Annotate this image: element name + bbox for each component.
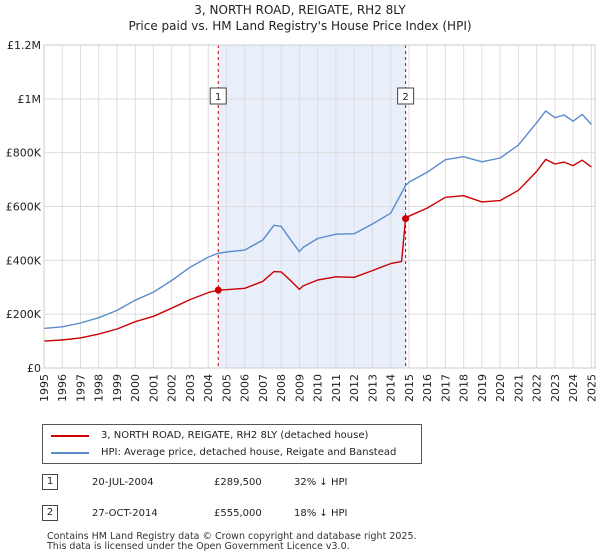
y-tick-label: £800K bbox=[6, 147, 42, 160]
x-tick-label: 2006 bbox=[239, 374, 252, 402]
y-tick-label: £1M bbox=[18, 93, 42, 106]
x-tick-label: 2010 bbox=[312, 374, 325, 402]
sale-point bbox=[214, 286, 222, 294]
sale-annotation-box bbox=[397, 87, 415, 105]
y-tick-label: £600K bbox=[6, 201, 42, 214]
chart-title: 3, NORTH ROAD, REIGATE, RH2 8LY Price pa… bbox=[0, 2, 600, 34]
sale-price: £289,500 bbox=[214, 477, 262, 488]
x-tick-label: 1998 bbox=[93, 374, 106, 402]
x-tick-label: 2014 bbox=[385, 374, 398, 402]
legend-swatch-property bbox=[51, 435, 89, 437]
sale-hpi-diff: 32% ↓ HPI bbox=[294, 477, 348, 488]
sale-hpi-diff: 18% ↓ HPI bbox=[294, 508, 348, 519]
x-tick-label: 2012 bbox=[348, 374, 361, 402]
x-tick-label: 2004 bbox=[202, 374, 215, 402]
x-tick-label: 2016 bbox=[421, 374, 434, 402]
x-tick-label: 2008 bbox=[275, 374, 288, 402]
sale-annotation-box bbox=[209, 87, 227, 105]
x-tick-label: 2013 bbox=[366, 374, 379, 402]
chart-svg: 1995 1996 1997 1998 1999 2000 2001 2002 2003 2004… bbox=[6, 39, 599, 402]
x-tick-label: 2000 bbox=[129, 374, 142, 402]
x-tick-label: 2001 bbox=[147, 374, 160, 402]
legend-label-hpi: HPI: Average price, detached house, Reig… bbox=[101, 447, 397, 458]
x-tick-label: 2009 bbox=[293, 374, 306, 402]
sale-date: 27-OCT-2014 bbox=[92, 508, 158, 519]
x-tick-label: 2002 bbox=[166, 374, 179, 402]
x-tick-label: 2022 bbox=[531, 374, 544, 402]
footer: Contains HM Land Registry data © Crown c… bbox=[47, 532, 417, 552]
legend-label-property: 3, NORTH ROAD, REIGATE, RH2 8LY (detache… bbox=[101, 430, 369, 441]
sale-annotation-label: 2 bbox=[402, 92, 408, 103]
x-tick-label: 1996 bbox=[56, 374, 69, 402]
title-line-2: Price paid vs. HM Land Registry's House … bbox=[128, 19, 472, 33]
y-tick-label: £400K bbox=[6, 254, 42, 267]
x-tick-label: 2005 bbox=[220, 374, 233, 402]
sale-annotation-label: 1 bbox=[215, 92, 221, 103]
sale-date: 20-JUL-2004 bbox=[92, 477, 154, 488]
y-tick-label: £1.2M bbox=[7, 39, 41, 52]
x-tick-label: 1999 bbox=[111, 374, 124, 402]
plot-frame bbox=[43, 44, 596, 369]
sale-number-badge: 1 bbox=[42, 474, 58, 490]
sale-price: £555,000 bbox=[214, 508, 262, 519]
x-tick-label: 1995 bbox=[38, 374, 51, 402]
hpi-line bbox=[43, 110, 592, 330]
x-tick-label: 2024 bbox=[567, 374, 580, 402]
x-tick-label: 2017 bbox=[439, 374, 452, 402]
y-tick-label: £200K bbox=[6, 308, 42, 321]
sale-number-badge: 2 bbox=[42, 505, 58, 521]
x-tick-label: 2020 bbox=[494, 374, 507, 402]
x-tick-label: 2018 bbox=[458, 374, 471, 402]
x-tick-label: 2019 bbox=[476, 374, 489, 402]
property-price-line bbox=[43, 158, 592, 342]
x-tick-label: 2015 bbox=[403, 374, 416, 402]
x-tick-label: 1997 bbox=[74, 374, 87, 402]
sale-point bbox=[402, 215, 410, 223]
x-tick-label: 2007 bbox=[257, 374, 270, 402]
legend: 3, NORTH ROAD, REIGATE, RH2 8LY (detache… bbox=[42, 424, 422, 464]
y-tick-label: £0 bbox=[27, 362, 41, 375]
legend-swatch-hpi bbox=[51, 452, 89, 454]
footer-licence: This data is licensed under the Open Gov… bbox=[47, 541, 350, 552]
title-line-1: 3, NORTH ROAD, REIGATE, RH2 8LY bbox=[194, 3, 406, 17]
x-tick-label: 2011 bbox=[330, 374, 343, 402]
x-tick-label: 2021 bbox=[512, 374, 525, 402]
x-tick-label: 2003 bbox=[184, 374, 197, 402]
footer-copyright: Contains HM Land Registry data © Crown c… bbox=[47, 531, 417, 542]
x-tick-label: 2025 bbox=[585, 374, 598, 402]
x-tick-label: 2023 bbox=[549, 374, 562, 402]
